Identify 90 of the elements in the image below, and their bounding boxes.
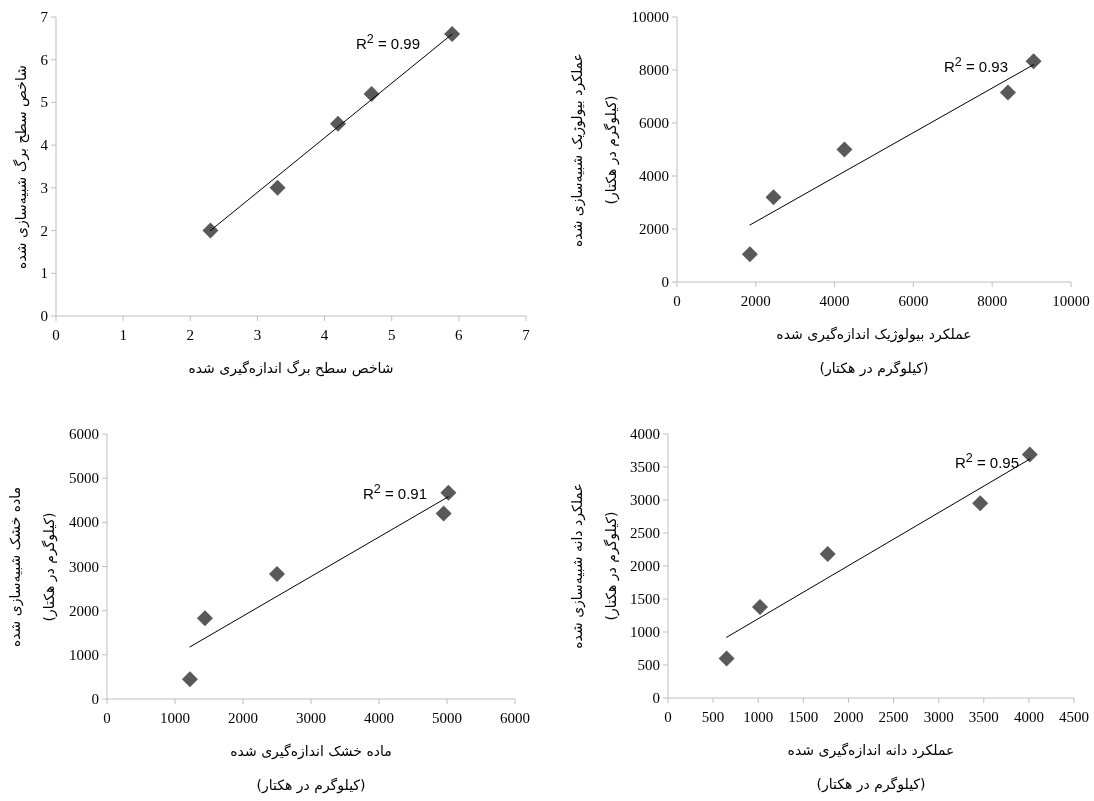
x-tick-label: 1 (119, 327, 127, 343)
x-tick-label: 3500 (968, 709, 999, 725)
point (1025, 53, 1042, 70)
y-tick-label: 1500 (630, 591, 660, 607)
y-tick-label: 3000 (69, 558, 99, 575)
x-tick-label: 2000 (228, 710, 258, 726)
point (269, 179, 286, 196)
text: عملکرد دانه اندازه‌گیری شده (کیلوگرم در هکتار) (787, 742, 955, 792)
y-tick-label: 4 (40, 137, 49, 154)
text: ماده خشک شبیه‌سازی شده (کیلوگرم در هکتار) (7, 486, 57, 647)
y-tick-label: 0 (652, 690, 660, 706)
point (999, 84, 1016, 101)
x-tick-label: 5 (387, 327, 396, 343)
x-tick-label: 3000 (923, 709, 954, 725)
point (972, 495, 989, 512)
point (718, 650, 735, 667)
x-tick-label: 1500 (788, 709, 819, 725)
point (819, 546, 836, 563)
x-tick-label: 8000 (977, 293, 1008, 309)
y-tick-label: 1000 (69, 646, 99, 663)
y-tick-label: 0 (40, 308, 48, 324)
y-tick-label: 1 (40, 265, 48, 282)
y-tick-label: 1000 (630, 624, 660, 640)
text: عملکرد بیولوژیک اندازه‌گیری شده (کیلوگرم در هکتار) (776, 326, 972, 376)
x-tick-label: 0 (673, 293, 681, 309)
y-axis-title: شاخص سطح برگ شبیه‌سازی شده (12, 63, 31, 271)
y-tick-label: 10000 (631, 9, 669, 25)
x-tick-label: 2000 (740, 293, 771, 309)
x-tick-label: 4500 (1059, 709, 1089, 725)
y-tick-label: 0 (91, 691, 99, 707)
x-tick-label: 3 (253, 327, 262, 343)
x-tick-label: 4000 (364, 710, 394, 726)
y-tick-label: 6 (40, 51, 49, 68)
point (836, 141, 853, 158)
x-tick-label: 4 (320, 327, 329, 343)
x-tick-label: 1000 (743, 709, 774, 725)
y-tick-label: 7 (40, 9, 49, 25)
x-tick-label: 6 (455, 327, 464, 343)
x-tick-label: 2500 (878, 709, 909, 725)
x-tick-label: 6000 (898, 293, 929, 309)
y-tick-label: 4000 (630, 426, 660, 442)
y-tick-label: 8000 (639, 62, 669, 78)
y-tick-label: 2 (40, 222, 48, 239)
x-tick-label: 1000 (160, 710, 190, 726)
annotation: R$^{2}$ = 0.95 (954, 451, 1020, 471)
x-tick-label: 3000 (296, 710, 326, 726)
y-tick-label: 6000 (69, 426, 99, 442)
text: ماده خشک اندازه‌گیری شده (کیلوگرم در هکتار) (230, 743, 392, 793)
annotation: R$^{2}$ = 0.99 (355, 32, 421, 52)
x-tick-label: 6000 (500, 710, 530, 726)
point (765, 189, 782, 206)
x-tick-label: 4000 (1013, 709, 1044, 725)
point (269, 566, 285, 583)
x-axis-title: شاخص سطح برگ اندازه‌گیری شده (187, 359, 395, 379)
x-tick-label: 7 (522, 327, 531, 343)
y-tick-label: 6000 (639, 115, 669, 131)
point (1021, 446, 1038, 463)
y-tick-label: 0 (661, 274, 669, 290)
point (202, 222, 219, 239)
x-tick-label: 5000 (432, 710, 462, 726)
x-tick-label: 0 (52, 327, 60, 343)
x-tick-label: 4000 (819, 293, 850, 309)
text: عملکرد دانه شبیه‌سازی شده (کیلوگرم در هکتار) (569, 483, 619, 649)
y-tick-label: 2000 (630, 558, 660, 574)
x-tick-label: 500 (701, 709, 725, 725)
x-tick-label: 2 (186, 327, 195, 343)
y-tick-label: 5000 (69, 470, 99, 487)
y-tick-label: 2500 (630, 525, 660, 541)
point (741, 246, 758, 263)
y-tick-label: 500 (637, 657, 660, 673)
y-tick-label: 5 (40, 94, 48, 111)
y-tick-label: 2000 (69, 602, 99, 619)
y-tick-label: 4000 (69, 514, 99, 531)
point (181, 671, 198, 688)
point (196, 610, 213, 627)
annotation: R$^{2}$ = 0.91 (362, 482, 428, 502)
point (440, 484, 457, 501)
y-tick-label: 3500 (630, 459, 660, 475)
x-tick-label: 10000 (1052, 293, 1090, 309)
text: عملکرد بیولوژیک شبیه‌سازی شده (کیلوگرم در هکتار) (569, 52, 619, 247)
y-tick-label: 4000 (639, 168, 669, 184)
x-tick-label: 2000 (833, 709, 864, 725)
y-tick-label: 3000 (630, 492, 660, 508)
annotation: R$^{2}$ = 0.93 (943, 55, 1009, 75)
y-tick-label: 3 (40, 179, 48, 196)
point (752, 598, 769, 615)
y-tick-label: 2000 (639, 221, 669, 237)
x-tick-label: 0 (103, 710, 111, 726)
point (444, 26, 461, 43)
point (435, 505, 452, 522)
